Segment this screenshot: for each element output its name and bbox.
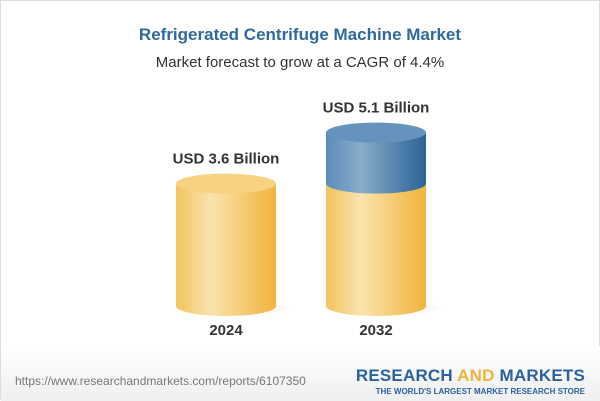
data-label: USD 5.1 Billion bbox=[323, 100, 430, 117]
bar-top-2024 bbox=[176, 173, 276, 194]
category-label: 2024 bbox=[209, 322, 243, 339]
logo-text: MARKETS bbox=[494, 366, 585, 385]
logo-text: RESEARCH bbox=[355, 366, 458, 385]
chart-subtitle: Market forecast to grow at a CAGR of 4.4… bbox=[155, 54, 445, 71]
bar-2032-growth bbox=[326, 132, 426, 194]
chart-title: Refrigerated Centrifuge Machine Market bbox=[138, 25, 462, 44]
bar-2032-base bbox=[326, 183, 426, 316]
logo-tagline: THE WORLD'S LARGEST MARKET RESEARCH STOR… bbox=[375, 387, 585, 396]
research-and-markets-logo: RESEARCH AND MARKETS THE WORLD'S LARGEST… bbox=[356, 366, 585, 396]
source-url[interactable]: https://www.researchandmarkets.com/repor… bbox=[15, 374, 306, 388]
data-label: USD 3.6 Billion bbox=[173, 151, 280, 168]
logo-text-and: AND bbox=[457, 366, 495, 385]
category-label: 2032 bbox=[359, 322, 392, 339]
bar-top-2032 bbox=[326, 122, 426, 143]
bar-2024-base bbox=[176, 183, 276, 316]
footer bbox=[1, 346, 600, 401]
